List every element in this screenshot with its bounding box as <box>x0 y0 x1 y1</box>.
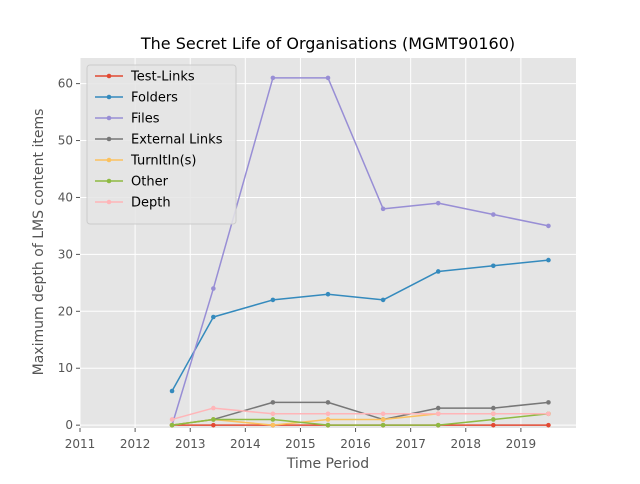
series-layer <box>169 75 551 428</box>
y-tick-label: 50 <box>58 134 73 148</box>
data-point <box>211 286 216 291</box>
legend-swatch-marker <box>106 115 112 121</box>
data-point <box>270 422 276 428</box>
data-point <box>380 422 386 428</box>
legend-swatch-marker <box>106 178 112 184</box>
data-point <box>546 400 551 405</box>
legend-label: Files <box>131 112 160 127</box>
data-point <box>491 422 496 428</box>
legend-item: External Links <box>95 133 223 148</box>
data-point <box>491 417 496 422</box>
legend-item: Depth <box>95 196 171 211</box>
data-point <box>380 417 386 422</box>
data-point <box>546 223 551 229</box>
series-line <box>171 259 549 392</box>
data-point <box>169 417 175 422</box>
legend-item: Files <box>95 112 160 127</box>
legend-item: Other <box>95 175 169 190</box>
legend-swatch-marker <box>106 94 112 100</box>
series-files <box>169 75 551 428</box>
data-point <box>546 411 551 417</box>
y-tick-label: 20 <box>58 304 73 318</box>
data-point <box>169 388 175 394</box>
chart-title: The Secret Life of Organisations (MGMT90… <box>140 34 515 53</box>
y-tick-label: 30 <box>58 247 73 261</box>
data-point <box>270 297 276 303</box>
y-tick-label: 10 <box>58 361 73 375</box>
data-point <box>169 422 175 428</box>
data-point <box>435 200 441 206</box>
legend-label: Other <box>131 175 169 190</box>
legend-swatch-marker <box>106 73 112 79</box>
data-point <box>491 212 496 217</box>
data-point <box>325 75 331 81</box>
data-point <box>380 297 386 303</box>
data-point <box>325 422 331 428</box>
legend-label: Depth <box>131 196 171 211</box>
x-tick-label: 2019 <box>506 437 537 451</box>
legend-label: TurnItIn(s) <box>130 154 196 169</box>
x-tick-label: 2018 <box>451 437 482 451</box>
axis-ticks: 2011 2012 2013 2014 2015 2016 2017 2018 2019 0 10 2… <box>58 77 536 451</box>
data-point <box>211 422 216 428</box>
data-point <box>325 291 331 297</box>
x-tick-label: 2015 <box>285 437 316 451</box>
legend-swatch-marker <box>106 136 112 142</box>
legend-swatch-marker <box>106 157 112 163</box>
data-point <box>435 269 441 274</box>
x-axis-label: Time Period <box>286 456 369 472</box>
series-line <box>171 413 549 426</box>
y-tick-label: 40 <box>58 190 73 204</box>
x-tick-label: 2014 <box>230 437 261 451</box>
data-point <box>325 411 331 417</box>
x-tick-label: 2012 <box>120 437 151 451</box>
data-point <box>435 422 441 428</box>
legend-label: Folders <box>131 91 178 106</box>
data-point <box>491 411 496 417</box>
data-point <box>546 422 551 428</box>
y-tick-label: 60 <box>58 77 73 91</box>
data-point <box>491 405 496 411</box>
data-point <box>211 314 216 320</box>
legend-item: Test-Links <box>95 70 195 85</box>
data-point <box>211 417 216 422</box>
data-point <box>325 417 331 422</box>
data-point <box>380 411 386 417</box>
x-tick-label: 2013 <box>175 437 206 451</box>
data-point <box>435 405 441 411</box>
data-point <box>546 257 551 263</box>
data-point <box>211 405 216 411</box>
legend-item: TurnItIn(s) <box>95 154 196 169</box>
x-tick-label: 2017 <box>395 437 426 451</box>
legend-label: External Links <box>131 133 223 148</box>
legend-item: Folders <box>95 91 178 106</box>
data-point <box>270 417 276 422</box>
series-line <box>171 77 549 426</box>
series-folders <box>169 257 551 394</box>
y-tick-label: 0 <box>65 418 73 432</box>
data-point <box>380 206 386 212</box>
data-point <box>491 263 496 269</box>
data-point <box>270 75 276 81</box>
data-point <box>325 400 331 405</box>
y-axis-label: Maximum depth of LMS content items <box>31 109 47 376</box>
series-line <box>171 401 549 426</box>
x-tick-label: 2016 <box>340 437 371 451</box>
data-point <box>270 411 276 417</box>
series-line <box>171 407 549 421</box>
x-tick-label: 2011 <box>65 437 96 451</box>
data-point <box>435 411 441 417</box>
legend-swatch-marker <box>106 199 112 205</box>
data-point <box>270 400 276 405</box>
legend-label: Test-Links <box>130 70 195 85</box>
legend-box <box>86 64 237 225</box>
legend: Test-Links Folders Files External Links Turn… <box>86 64 237 225</box>
series-depth <box>169 405 551 422</box>
grid-lines <box>79 58 576 428</box>
